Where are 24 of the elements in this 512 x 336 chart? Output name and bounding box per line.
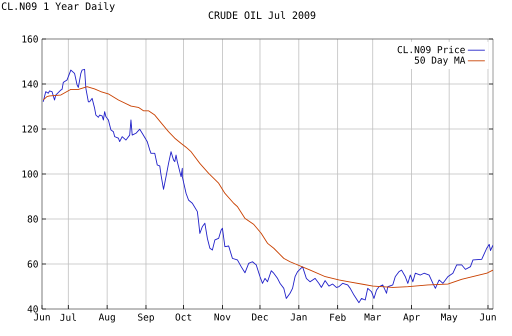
- y-tick-label: 40: [28, 305, 38, 313]
- legend-label: 50 Day MA: [414, 56, 466, 66]
- chart-title: CRUDE OIL Jul 2009: [208, 11, 316, 19]
- x-tick-label: May: [441, 314, 458, 322]
- x-tick-label: Nov: [214, 314, 230, 321]
- x-tick-label: Aug: [98, 314, 115, 322]
- y-tick-label: 120: [22, 125, 38, 133]
- y-tick-label: 100: [22, 170, 38, 178]
- x-tick-label: Jul: [60, 314, 76, 321]
- x-tick-label: Jun: [34, 314, 50, 321]
- x-tick-label: Feb: [330, 314, 346, 321]
- x-tick-label: Jun: [480, 314, 496, 321]
- x-tick-label: Oct: [176, 314, 192, 321]
- y-tick-label: 140: [22, 80, 38, 88]
- legend-label: CL.N09 Price: [398, 46, 465, 54]
- x-tick-label: Dec: [252, 314, 268, 321]
- x-tick-label: Jan: [290, 314, 307, 321]
- y-tick-label: 80: [28, 215, 38, 223]
- x-tick-label: Apr: [403, 314, 420, 322]
- text: CL.N09 1 Year Daily: [2, 2, 115, 12]
- y-tick-label: 60: [28, 260, 38, 268]
- y-tick-label: 160: [22, 35, 38, 43]
- x-tick-label: Sep: [138, 314, 154, 323]
- x-tick-label: Mar: [364, 314, 381, 321]
